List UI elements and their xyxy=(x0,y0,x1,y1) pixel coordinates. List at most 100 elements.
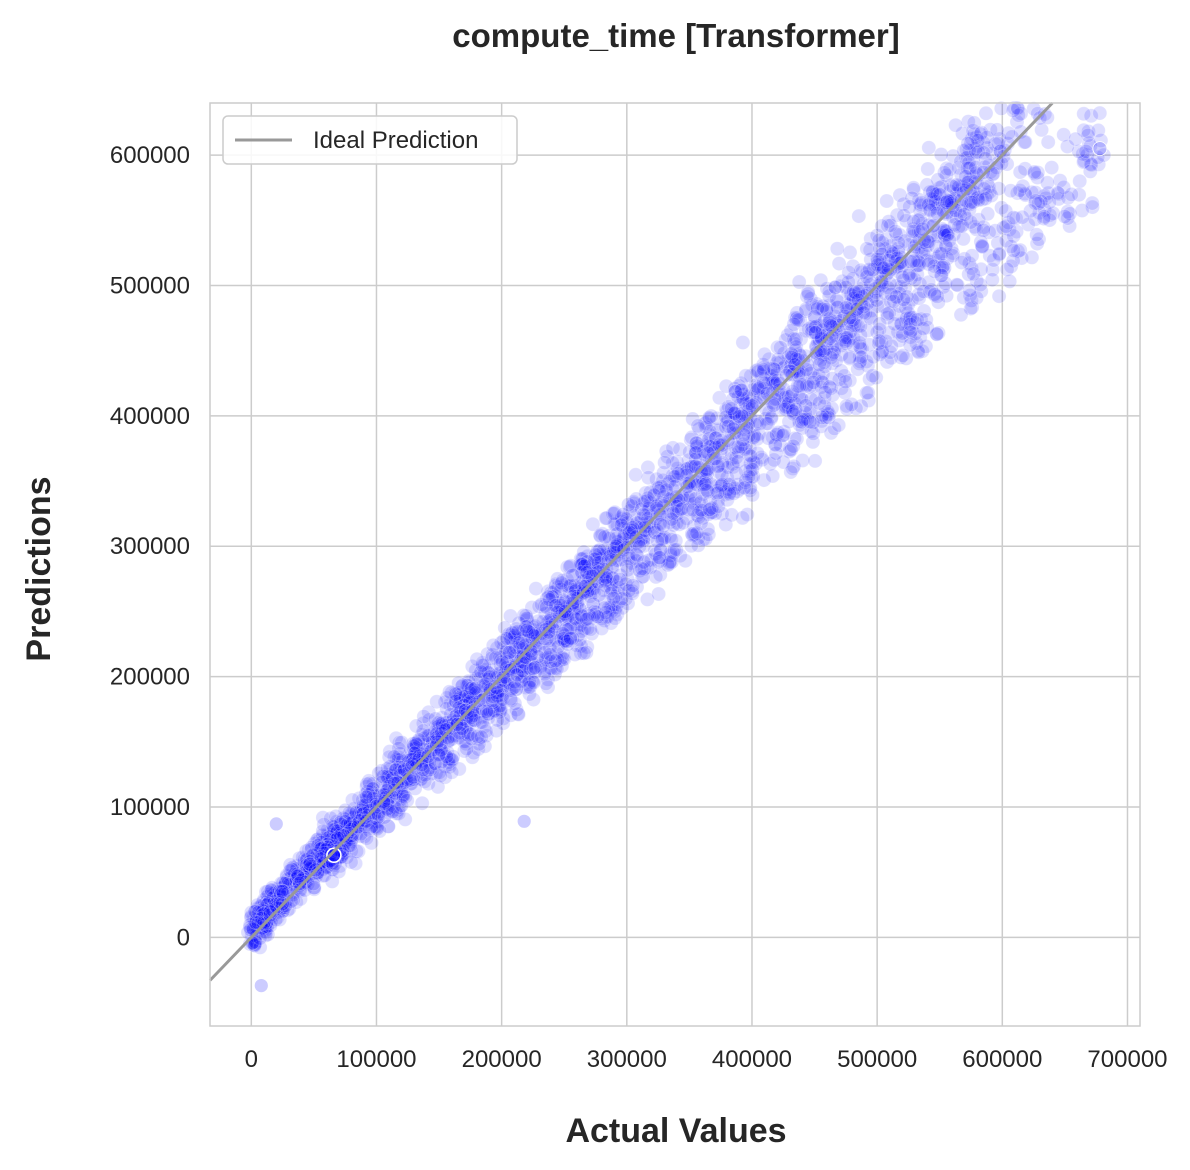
scatter-point xyxy=(960,135,976,151)
scatter-point xyxy=(721,413,737,429)
x-axis-label: Actual Values xyxy=(565,1112,786,1150)
scatter-point xyxy=(760,375,776,391)
scatter-point xyxy=(562,579,578,595)
scatter-point xyxy=(961,142,977,158)
scatter-point xyxy=(468,671,484,687)
scatter-point xyxy=(400,755,416,770)
scatter-point xyxy=(932,180,947,196)
scatter-point xyxy=(254,908,270,924)
scatter-point xyxy=(607,610,623,626)
scatter-point xyxy=(724,401,739,417)
scatter-point xyxy=(674,463,690,479)
scatter-point xyxy=(330,829,345,844)
scatter-point xyxy=(397,812,413,827)
scatter-point xyxy=(742,388,757,404)
scatter-point xyxy=(359,776,375,792)
scatter-point xyxy=(712,390,727,406)
scatter-point xyxy=(953,167,969,182)
scatter-point xyxy=(790,378,805,394)
scatter-point xyxy=(334,825,350,840)
scatter-point xyxy=(599,510,615,526)
scatter-point xyxy=(968,129,984,145)
scatter-point xyxy=(341,815,357,831)
scatter-point xyxy=(891,240,907,256)
scatter-point xyxy=(893,279,909,295)
scatter-point xyxy=(884,248,900,264)
scatter-point xyxy=(770,339,785,355)
scatter-point xyxy=(891,235,906,251)
scatter-point xyxy=(685,411,701,427)
scatter-point xyxy=(1024,249,1040,265)
scatter-point xyxy=(634,511,649,526)
scatter-point xyxy=(414,727,430,743)
scatter-point xyxy=(392,762,408,778)
scatter-point xyxy=(842,244,858,260)
scatter-point xyxy=(360,784,376,799)
scatter-point xyxy=(420,742,436,757)
scatter-point xyxy=(786,351,802,367)
scatter-point xyxy=(422,727,438,743)
scatter-point xyxy=(984,272,1000,288)
scatter-point xyxy=(817,384,833,400)
scatter-point xyxy=(245,910,261,926)
scatter-point xyxy=(476,665,492,681)
scatter-point xyxy=(461,675,477,690)
scatter-point xyxy=(764,371,780,387)
scatter-point xyxy=(373,763,389,779)
scatter-point xyxy=(267,891,283,907)
scatter-point xyxy=(651,502,666,518)
scatter-point xyxy=(346,801,362,817)
scatter-point xyxy=(735,510,750,526)
scatter-point xyxy=(967,126,982,142)
scatter-point xyxy=(701,411,717,427)
scatter-point xyxy=(326,825,342,841)
scatter-point xyxy=(476,657,492,673)
scatter-point xyxy=(322,832,338,847)
scatter-point xyxy=(859,241,875,257)
scatter-point xyxy=(831,256,847,272)
scatter-point xyxy=(887,224,903,239)
scatter-point xyxy=(307,836,323,851)
scatter-point xyxy=(400,753,416,768)
scatter-point xyxy=(815,298,831,314)
scatter-point xyxy=(709,410,725,426)
scatter-point xyxy=(942,161,958,177)
scatter-point xyxy=(965,152,981,168)
scatter-point xyxy=(626,508,642,524)
scatter-point xyxy=(902,337,918,353)
scatter-point xyxy=(421,704,437,720)
scatter-point xyxy=(439,701,455,716)
scatter-point xyxy=(872,316,888,332)
scatter-point xyxy=(665,455,681,471)
scatter-point xyxy=(973,126,988,142)
scatter-point xyxy=(446,716,462,731)
scatter-point xyxy=(729,465,744,481)
scatter-point xyxy=(948,117,963,133)
scatter-point xyxy=(462,688,478,704)
scatter-point xyxy=(901,267,917,283)
scatter-point xyxy=(402,745,418,760)
scatter-point xyxy=(793,331,809,347)
scatter-point xyxy=(815,301,831,317)
scatter-point xyxy=(851,286,866,302)
scatter-point xyxy=(912,203,928,219)
scatter-point xyxy=(697,415,713,431)
scatter-point xyxy=(795,366,811,381)
scatter-point xyxy=(877,241,893,257)
scatter-point xyxy=(702,423,718,439)
scatter-point xyxy=(464,659,480,674)
scatter-point xyxy=(576,544,592,560)
scatter-point xyxy=(725,405,741,421)
scatter-point xyxy=(299,851,315,867)
scatter-point xyxy=(516,649,532,664)
scatter-point xyxy=(783,464,799,480)
scatter-point xyxy=(728,410,744,426)
scatter-point xyxy=(726,405,742,421)
scatter-point xyxy=(960,114,976,129)
scatter-point xyxy=(839,398,854,414)
scatter-point xyxy=(938,194,954,210)
scatter-point xyxy=(710,485,726,501)
scatter-point xyxy=(979,129,995,145)
scatter-point xyxy=(925,196,941,212)
scatter-point xyxy=(316,817,332,832)
